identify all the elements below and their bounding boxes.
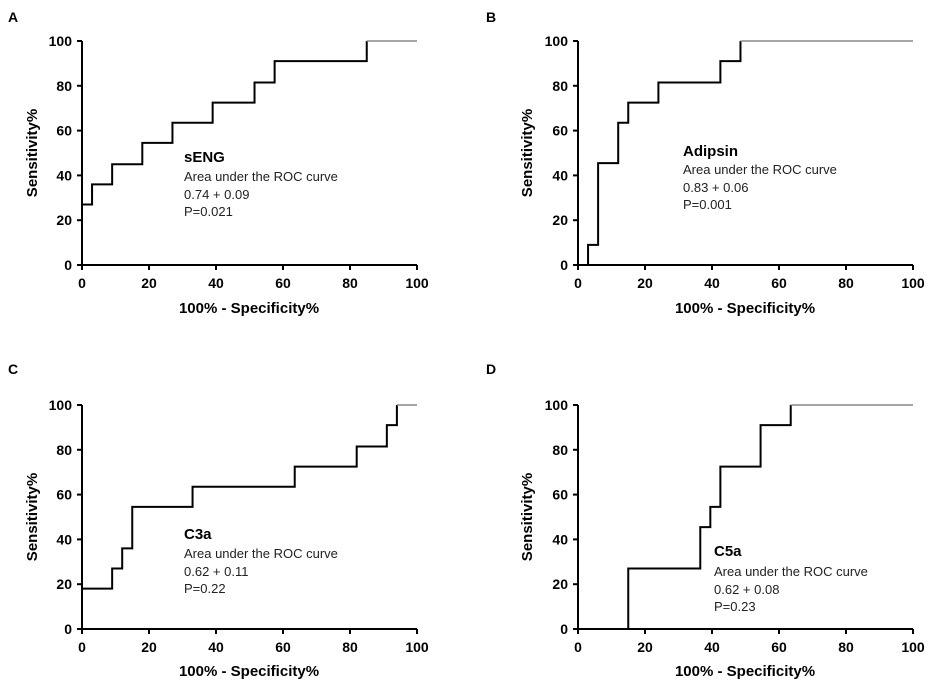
panel-b-y-axis-title: Sensitivity% — [519, 109, 536, 197]
panel-d-y-tick-label: 0 — [560, 621, 568, 637]
panel-b-y-tick-label: 60 — [552, 123, 568, 139]
panel-d-y-tick-label: 80 — [552, 442, 568, 458]
panel-d-y-tick-label: 100 — [545, 397, 569, 413]
panel-a-auc-value: 0.74 + 0.09 — [184, 187, 249, 202]
panel-a-y-tick-label: 80 — [56, 78, 72, 94]
panel-b-auc-value: 0.83 + 0.06 — [683, 180, 748, 195]
panel-c-x-axis-title: 100% - Specificity% — [179, 663, 319, 680]
panel-c-y-tick-label: 60 — [56, 487, 72, 503]
panel-d-y-tick-label: 20 — [552, 576, 568, 592]
panel-b-x-tick-label: 20 — [637, 275, 653, 291]
panel-b-plot: 0 20 40 60 80 100 0 20 40 60 80 100 — [545, 33, 925, 291]
panel-d-letter: D — [486, 361, 496, 377]
panel-d-x-tick-label: 80 — [838, 639, 854, 655]
panel-b-y-tick-label: 80 — [552, 78, 568, 94]
panel-d-y-tick-label: 60 — [552, 487, 568, 503]
panel-b-roc-curve — [578, 41, 742, 266]
panel-b-y-tick-label: 100 — [545, 33, 569, 49]
panel-d: D 0 20 40 60 80 100 0 20 40 60 80 100 C5a Area unde… — [486, 361, 925, 680]
panel-c-y-tick-label: 0 — [64, 621, 72, 637]
panel-b-y-tick-label: 40 — [552, 167, 568, 183]
panel-a-y-axis-title: Sensitivity% — [24, 109, 41, 197]
panel-c-y-axis-title: Sensitivity% — [24, 473, 41, 561]
panel-b-x-tick-label: 40 — [704, 275, 720, 291]
panel-d-x-tick-label: 40 — [704, 639, 720, 655]
panel-c-y-tick-label: 80 — [56, 442, 72, 458]
panel-d-x-axis-title: 100% - Specificity% — [675, 663, 815, 680]
panel-a-auc-label: Area under the ROC curve — [184, 169, 338, 184]
panel-d-roc-curve — [578, 405, 792, 630]
panel-a-x-tick-label: 40 — [208, 275, 224, 291]
panel-c-x-tick-label: 20 — [141, 639, 157, 655]
panel-c-x-tick-label: 100 — [405, 639, 429, 655]
panel-c-y-tick-label: 100 — [49, 397, 73, 413]
panel-b-letter: B — [486, 9, 496, 25]
panel-a-marker-name: sENG — [184, 149, 225, 166]
panel-c-y-tick-label: 20 — [56, 576, 72, 592]
panel-a-p-value: P=0.021 — [184, 204, 233, 219]
panel-d-auc-label: Area under the ROC curve — [714, 564, 868, 579]
panel-a-x-tick-label: 60 — [275, 275, 291, 291]
panel-a-x-tick-label: 80 — [342, 275, 358, 291]
panel-c-x-tick-label: 80 — [342, 639, 358, 655]
panel-c: C 0 20 40 60 80 100 0 20 40 60 80 100 C3a Area unde… — [8, 361, 429, 680]
panel-b-y-tick-label: 0 — [560, 257, 568, 273]
panel-d-x-tick-label: 100 — [901, 639, 925, 655]
panel-c-y-tick-label: 40 — [56, 531, 72, 547]
panel-a-y-tick-label: 100 — [49, 33, 73, 49]
panel-a-x-tick-label: 20 — [141, 275, 157, 291]
panel-a-x-tick-label: 100 — [405, 275, 429, 291]
panel-a-plot: 0 20 40 60 80 100 0 20 40 60 80 100 — [49, 33, 429, 291]
panel-c-roc-curve — [81, 405, 398, 629]
panel-a: A 0 20 40 60 80 100 0 20 40 60 80 100 sENG Area und… — [8, 9, 429, 317]
panel-c-auc-label: Area under the ROC curve — [184, 546, 338, 561]
panel-c-letter: C — [8, 361, 18, 377]
panel-b-x-tick-label: 60 — [771, 275, 787, 291]
panel-d-x-tick-label: 20 — [637, 639, 653, 655]
panel-c-x-tick-label: 40 — [208, 639, 224, 655]
panel-a-letter: A — [8, 9, 18, 25]
panel-b-y-tick-label: 20 — [552, 212, 568, 228]
panel-b-p-value: P=0.001 — [683, 197, 732, 212]
panel-c-auc-value: 0.62 + 0.11 — [184, 564, 248, 579]
panel-b-x-axis-title: 100% - Specificity% — [675, 300, 815, 317]
panel-d-marker-name: C5a — [714, 543, 742, 560]
panel-a-y-tick-label: 60 — [56, 123, 72, 139]
panel-c-p-value: P=0.22 — [184, 581, 226, 596]
panel-d-x-tick-label: 0 — [574, 639, 582, 655]
panel-c-plot: 0 20 40 60 80 100 0 20 40 60 80 100 — [49, 397, 429, 655]
panel-c-marker-name: C3a — [184, 526, 212, 543]
panel-b-auc-label: Area under the ROC curve — [683, 162, 837, 177]
panel-b-x-tick-label: 100 — [901, 275, 925, 291]
panel-d-plot: 0 20 40 60 80 100 0 20 40 60 80 100 — [545, 397, 925, 655]
panel-d-auc-value: 0.62 + 0.08 — [714, 582, 779, 597]
panel-b: B 0 20 40 60 80 100 0 20 40 60 80 100 Adipsin Area … — [486, 9, 925, 317]
panel-a-x-axis-title: 100% - Specificity% — [179, 300, 319, 317]
panel-c-x-tick-label: 60 — [275, 639, 291, 655]
panel-c-x-tick-label: 0 — [78, 639, 86, 655]
panel-a-roc-curve — [81, 41, 368, 265]
panel-d-p-value: P=0.23 — [714, 599, 756, 614]
panel-d-x-tick-label: 60 — [771, 639, 787, 655]
panel-b-marker-name: Adipsin — [683, 143, 738, 160]
panel-b-x-tick-label: 0 — [574, 275, 582, 291]
panel-d-y-axis-title: Sensitivity% — [519, 473, 536, 561]
panel-a-x-tick-label: 0 — [78, 275, 86, 291]
panel-b-x-tick-label: 80 — [838, 275, 854, 291]
panel-a-y-tick-label: 40 — [56, 167, 72, 183]
panel-d-y-tick-label: 40 — [552, 531, 568, 547]
panel-a-y-tick-label: 0 — [64, 257, 72, 273]
panel-a-y-tick-label: 20 — [56, 212, 72, 228]
